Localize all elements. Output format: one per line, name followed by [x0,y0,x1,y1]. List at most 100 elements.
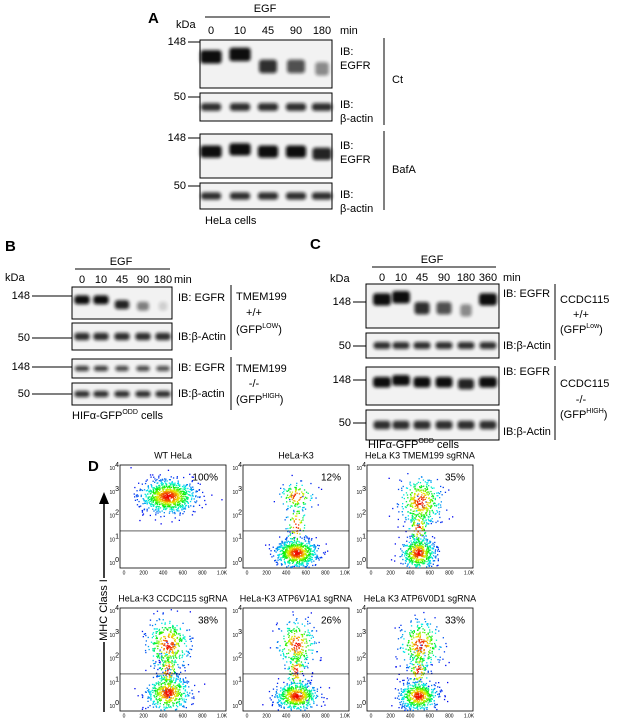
dot [313,626,315,629]
dot [136,490,138,492]
dot [428,562,430,564]
dot [420,513,422,515]
dot [157,487,159,490]
dot [296,513,298,515]
dot [166,697,168,699]
dot [313,687,315,689]
dot [166,668,169,670]
dot [281,689,283,691]
dot [433,502,435,504]
dot [398,511,400,513]
dot [414,564,416,566]
dot [418,566,421,569]
dot [149,697,151,699]
dot [167,689,169,691]
dot [173,677,175,679]
dot [289,533,292,535]
dot [439,656,441,658]
dot [152,648,154,650]
dot [307,695,310,698]
dot [434,550,436,552]
dot [313,560,315,562]
dot [306,551,309,554]
dot [171,690,173,692]
dot [411,525,414,527]
dot [166,647,168,650]
dot [410,505,413,507]
dot [164,696,166,698]
dot [308,701,310,703]
dot [166,648,169,651]
dot [301,642,303,644]
dot [427,482,429,484]
genotype-label: -/- [249,378,260,390]
dot [296,555,298,557]
dot [408,566,411,568]
dot [156,692,158,694]
dot [176,610,179,612]
dot [430,486,432,488]
dot [166,704,168,706]
dot [145,691,147,693]
dot [293,540,295,542]
dot [171,494,173,496]
dot [426,514,428,516]
dot [425,519,427,521]
dot [414,546,416,548]
dot [153,642,156,644]
dot [281,650,284,652]
dot [265,544,267,546]
dot [282,689,284,691]
dot [302,664,304,666]
dot [289,702,292,704]
dot [430,481,432,483]
dot [292,693,295,695]
dot [177,633,180,635]
dot [412,556,415,558]
dot [171,681,173,683]
dot [165,678,167,680]
dot [184,667,186,669]
dot [176,643,178,645]
dot [427,548,430,550]
dot [280,706,282,708]
dot [283,547,285,549]
dot [167,646,169,648]
dot [308,559,310,561]
dot [295,505,297,507]
dot [421,545,423,547]
dot [286,694,289,696]
dot [429,561,431,563]
dot [298,702,301,704]
dot [418,497,421,499]
percent-label: 38% [198,616,218,627]
dot [162,619,164,621]
dot [430,480,432,482]
dot [302,546,304,548]
dot [172,684,175,686]
dot [294,661,296,663]
dot [408,555,411,557]
dot [299,694,301,697]
dot [290,693,293,696]
dot [304,524,306,526]
dot [314,544,316,547]
dot [278,693,280,695]
dot [169,487,171,489]
dot [179,681,182,683]
dot [287,555,289,557]
dot [134,496,136,498]
dot [288,690,290,692]
dot [182,490,184,492]
dot [155,499,157,501]
dot [158,688,160,690]
ib-label: EGFR [340,60,371,72]
dot [293,702,295,705]
dot [303,665,305,668]
dot [291,555,293,557]
dot [169,646,171,648]
dot [411,559,413,561]
dot [310,550,312,553]
treatment-label: EGF [254,3,277,15]
dot [187,505,190,507]
